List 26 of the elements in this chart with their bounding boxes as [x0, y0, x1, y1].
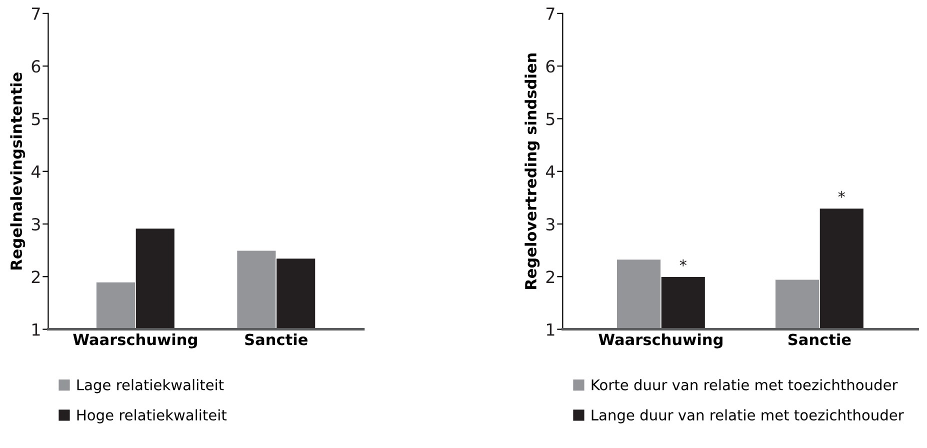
- y-tick-label: 2: [32, 270, 40, 283]
- legend-label: Hoge relatiekwaliteit: [77, 409, 227, 424]
- x-tick-label: Sanctie: [788, 333, 851, 346]
- y-tick-label: 3: [32, 218, 40, 231]
- x-tick-label: Sanctie: [245, 333, 308, 346]
- x-tick-label: Waarschuwing: [73, 333, 197, 348]
- y-tick-label: 6: [32, 60, 40, 73]
- y-tick-label: 4: [31, 166, 40, 178]
- y-axis-title: Regelovertreding sindsdien: [524, 53, 540, 290]
- y-tick-label: 1: [32, 323, 40, 336]
- y-tick-label: 5: [546, 112, 554, 126]
- legend-label: Korte duur van relatie met toezichthouder: [592, 379, 898, 390]
- y-tick-label: 4: [546, 166, 555, 178]
- y-tick-label: 7: [32, 8, 40, 20]
- y-tick-label: 1: [546, 323, 554, 336]
- y-axis-title: Regelnalevingsintentie: [10, 72, 26, 270]
- y-tick-label: 7: [546, 8, 554, 20]
- annotation: *: [838, 190, 846, 198]
- y-tick-label: 5: [32, 112, 40, 126]
- annotation: *: [680, 259, 687, 266]
- legend-label: Lage relatiekwaliteit: [77, 379, 224, 394]
- y-tick-label: 6: [546, 60, 555, 73]
- legend-label: Lange duur van relatie met toezichthouder: [592, 409, 904, 424]
- y-tick-label: 3: [546, 218, 554, 231]
- x-tick-label: Waarschuwing: [598, 333, 722, 348]
- y-tick-label: 2: [546, 270, 554, 283]
